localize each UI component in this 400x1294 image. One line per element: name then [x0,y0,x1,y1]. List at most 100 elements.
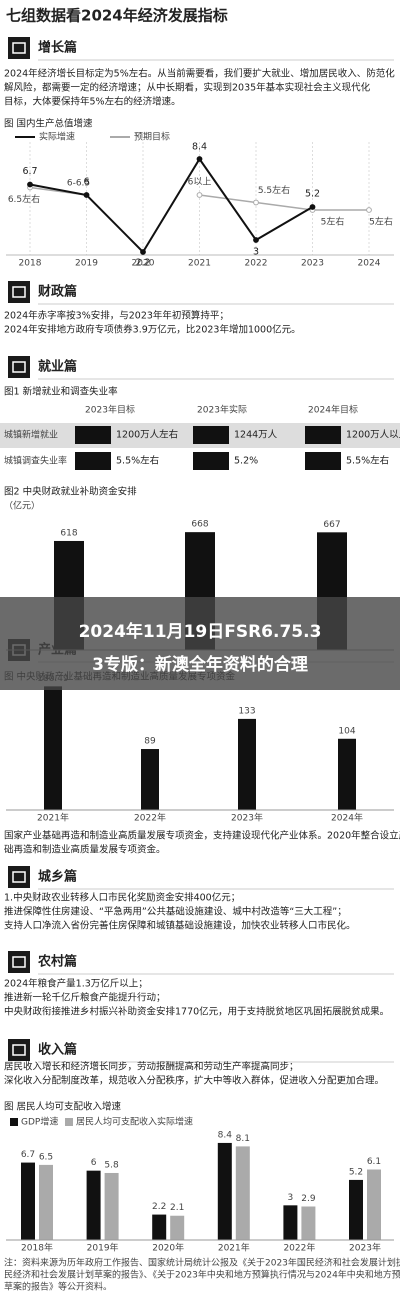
cell-value: 5.5%左右 [346,455,389,467]
table-title: 图1 新增就业和调查失业率 [4,386,118,398]
cell-block [75,426,111,444]
cell-block [305,452,341,470]
data-label: 5.5左右 [258,184,290,196]
paragraph-line: 推进保障性住房建设、“平急两用”公共基础设施建设、城中村改造等“三大工程”； [4,906,347,918]
page-title: 七组数据看2024年经济发展指标 [6,7,228,25]
bar [104,1172,119,1240]
data-label: 8.1 [236,1134,250,1144]
series-line [29,157,314,254]
legend-label: GDP增速 [21,1116,58,1128]
legend-label: 预期目标 [134,131,170,143]
cell-block [193,426,229,444]
x-tick-label: 2018年 [21,1242,53,1254]
data-label: 6-6.5 [67,179,90,189]
data-label: 667 [323,520,340,530]
cell-block [193,452,229,470]
paragraph-line: 目标，大体要保持年5%左右的经济增速。 [4,96,181,108]
icon-glyph [12,286,26,298]
paragraph-line: 2024年赤字率按3%安排，与2023年年初预算持平； [4,310,229,322]
paragraph-line: 1.中央财政农业转移人口市民化奖励资金安排400亿元； [4,892,240,904]
data-label: 618 [60,528,77,538]
bar [301,1206,316,1240]
overlay-text: 2024年11月19日FSR6.75.3 [79,621,322,642]
section-heading: 增长篇 [38,40,77,56]
paragraph-line: 解风险，都需要一定的经济增速；从中长期看，实现到2035年基本实现社会主义现代化 [4,82,371,94]
data-point [366,207,372,213]
x-tick-label: 2021 [188,259,211,269]
data-label: 6.5 [39,1152,53,1162]
x-tick-label: 2021年 [37,812,69,824]
data-label: 6 [83,177,89,188]
legend-label: 实际增速 [39,131,75,143]
section-icon [8,37,30,59]
icon-glyph [12,1044,26,1056]
bar [86,1170,101,1240]
bar [217,1142,232,1240]
x-tick-label: 2019年 [87,1242,119,1254]
chart-title: 图 居民人均可支配收入增速 [4,1101,122,1113]
paragraph-line: 居民收入增长和经济增长同步，劳动报酬提高和劳动生产率提高同步； [4,1061,299,1073]
chart-title: 图 国内生产总值增速 [4,118,93,130]
cell-value: 5.5%左右 [116,455,159,467]
paragraph-line: 支持人口净流入省份完善住房保障和城镇基础设施建设，加快农业转移人口市民化。 [4,920,356,932]
data-label: 2.9 [301,1194,316,1204]
footnote: 民经济和社会发展计划草案的报告》、《关于2023年中央和地方预算执行情况与202… [4,1269,400,1281]
paragraph-line: 中央财政衔接推进乡村振兴补助资金安排1770亿元，用于支持脱贫地区巩固拓展脱贫成… [4,1006,389,1018]
paragraph-line: 国家产业基础再造和制造业高质量发展专项资金，支持建设现代化产业体系。2020年整… [4,830,400,842]
paragraph-line: 础再造和制造业高质量发展专项资金。 [4,844,166,856]
data-point [309,204,316,210]
x-tick-label: 2019 [75,259,98,269]
chart-title: 图2 中央财政就业补助资金安排 [4,486,137,498]
footnote: 草案的报告》等公开资料。 [4,1281,112,1293]
x-tick-label: 2024 [358,259,381,269]
paragraph-line: 深化收入分配制度改革，规范收入分配秩序，扩大中等收入群体，促进收入分配更加合理。 [4,1075,384,1087]
column-header: 2024年目标 [308,404,358,416]
overlay-banner [0,597,400,690]
x-tick-label: 2022年 [134,812,166,824]
cell-value: 5.2% [234,456,258,467]
x-tick-label: 2023年 [349,1242,381,1254]
paragraph-line: 2024年粮食产量1.3万亿斤以上； [4,978,148,990]
data-label: 5左右 [369,216,393,228]
overlay-text: 3专版：新澳全年资料的合理 [92,654,308,675]
column-header: 2023年目标 [85,404,135,416]
data-point [27,181,33,188]
data-label: 5左右 [321,216,345,228]
bar [283,1205,298,1240]
data-label: 6.7 [22,166,37,177]
section-heading: 收入篇 [38,1042,77,1058]
data-label: 668 [191,520,208,530]
data-point [253,199,259,206]
bar [238,718,256,810]
bar [39,1164,53,1240]
x-tick-label: 2024年 [331,812,363,824]
column-header: 2023年实际 [197,404,247,416]
section-heading: 财政篇 [38,284,77,300]
bar [338,738,356,810]
section-heading: 农村篇 [37,954,77,970]
row-label: 城镇调查失业率 [4,455,67,467]
data-label: 6以上 [188,177,212,188]
icon-glyph [12,871,26,883]
row-label: 城镇新增就业 [4,429,58,441]
data-label: 104 [338,726,355,736]
chart-subtitle: （亿元） [4,500,40,512]
data-label: 6.1 [367,1157,381,1167]
section-icon [8,281,30,303]
cell-block [305,426,341,444]
data-label: 2.2 [135,258,150,269]
data-label: 8.4 [192,142,207,153]
x-tick-label: 2018 [19,259,42,269]
x-tick-label: 2023 [301,259,324,269]
x-tick-label: 2022年 [283,1242,315,1254]
cell-value: 1200万人左右 [116,429,178,441]
data-label: 8.4 [218,1130,233,1140]
paragraph-line: 2024年经济增长目标定为5%左右。从当前需要看，我们要扩大就业、增加居民收入、… [4,68,395,80]
paragraph-line: 2024年安排地方政府专项债券3.9万亿元，比2023年增加1000亿元。 [4,324,301,336]
data-label: 2.2 [152,1202,166,1212]
data-label: 5.8 [104,1160,119,1170]
bar [170,1215,185,1240]
x-tick-label: 2020 [132,259,155,269]
data-point [196,192,203,198]
